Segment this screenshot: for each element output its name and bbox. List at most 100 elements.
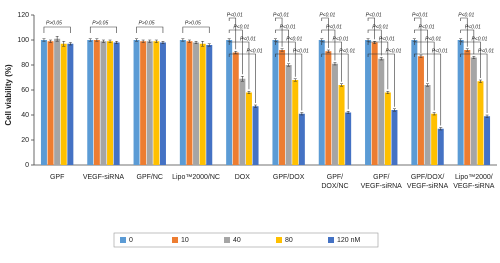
legend-swatch (224, 237, 230, 243)
error-bar (432, 112, 436, 116)
bar (226, 40, 233, 165)
error-bar (412, 38, 416, 42)
legend-swatch (276, 237, 282, 243)
significance-label: P<0.01 (372, 24, 388, 30)
bar (206, 45, 213, 165)
bar (153, 41, 160, 165)
significance-label: P<0.01 (425, 36, 441, 42)
significance-label: P<0.01 (233, 24, 249, 30)
significance-label: P<0.01 (286, 36, 302, 42)
legend-label: 120 nM (337, 237, 361, 244)
error-bar (161, 40, 165, 45)
error-bar (55, 35, 59, 42)
bar (470, 57, 477, 165)
error-bar (287, 63, 291, 67)
bar (477, 81, 484, 165)
legend-label: 80 (285, 237, 293, 244)
error-bar (439, 127, 443, 131)
x-tick-label: GPF/ (327, 174, 343, 181)
significance-bracket (460, 41, 481, 78)
y-tick-label: 0 (25, 162, 29, 169)
bar (113, 42, 120, 165)
bar (146, 41, 153, 165)
y-tick-label: 120 (17, 12, 29, 19)
error-bar (485, 114, 489, 118)
error-bar (392, 108, 396, 112)
bar (93, 40, 100, 165)
significance-bracket (228, 29, 243, 75)
bar (285, 65, 292, 165)
bar (199, 43, 206, 165)
bar (239, 78, 246, 165)
error-bar (320, 38, 324, 42)
significance-label: P<0.01 (385, 48, 401, 54)
error-bar (88, 38, 92, 42)
bar (378, 58, 385, 165)
y-tick-label: 100 (17, 37, 29, 44)
significance-label: P<0.01 (273, 12, 289, 18)
error-bar (340, 83, 344, 87)
bar (47, 41, 54, 165)
x-tick-label: VEGF-siRNA (361, 183, 403, 190)
error-bar (280, 48, 284, 52)
significance-bracket (321, 53, 349, 110)
significance-bracket (275, 17, 283, 47)
legend-swatch (172, 237, 178, 243)
y-tick-label: 20 (21, 137, 29, 144)
bar (140, 41, 147, 165)
error-bar (379, 57, 383, 61)
significance-label: P<0.01 (419, 24, 435, 30)
error-bar (426, 83, 430, 87)
significance-label: P<0.01 (293, 48, 309, 54)
error-bar (247, 90, 251, 95)
significance-label: P<0.01 (339, 48, 355, 54)
significance-label: P<0.01 (319, 12, 335, 18)
significance-label: P<0.01 (280, 24, 296, 30)
significance-label: P<0.01 (478, 48, 494, 54)
error-bar (465, 48, 469, 52)
error-bar (240, 75, 244, 82)
error-bar (472, 55, 476, 60)
significance-bracket (367, 41, 389, 90)
bar (54, 38, 61, 165)
significance-bracket (275, 29, 289, 62)
y-tick-label: 40 (21, 112, 29, 119)
significance-label: P<0.01 (333, 36, 349, 42)
error-bar (68, 42, 72, 46)
significance-label: P>0.05 (92, 20, 108, 26)
x-tick-label: GPF/DOX/ (411, 174, 445, 181)
error-bar (478, 79, 482, 83)
error-bar (141, 39, 145, 43)
significance-label: P>0.05 (185, 20, 201, 26)
y-tick-label: 60 (21, 87, 29, 94)
x-tick-label: GPF/NC (137, 174, 163, 181)
error-bar (386, 90, 390, 95)
error-bar (273, 38, 277, 42)
significance-bracket (367, 17, 375, 40)
x-tick-label: DOX (235, 174, 251, 181)
y-axis-label: Cell viability (%) (4, 64, 13, 126)
bar (67, 43, 74, 165)
bar (40, 40, 47, 165)
bar (391, 110, 398, 165)
bar (464, 50, 471, 165)
bar (365, 40, 372, 165)
significance-label: P<0.01 (247, 48, 263, 54)
bar (252, 106, 259, 165)
error-bar (459, 38, 463, 42)
error-bar (419, 54, 423, 58)
error-bar (326, 49, 330, 53)
x-tick-label: Lipo™2000/ (455, 174, 493, 181)
significance-label: P>0.05 (139, 20, 155, 26)
significance-bracket (321, 17, 329, 48)
significance-label: P<0.01 (326, 24, 342, 30)
significance-label: P<0.01 (379, 36, 395, 42)
significance-bracket (460, 53, 488, 113)
significance-bracket (275, 41, 296, 77)
bar (325, 51, 332, 165)
error-bar (194, 40, 198, 45)
bar (60, 43, 67, 165)
significance-bracket (460, 17, 468, 47)
bar (371, 42, 378, 165)
